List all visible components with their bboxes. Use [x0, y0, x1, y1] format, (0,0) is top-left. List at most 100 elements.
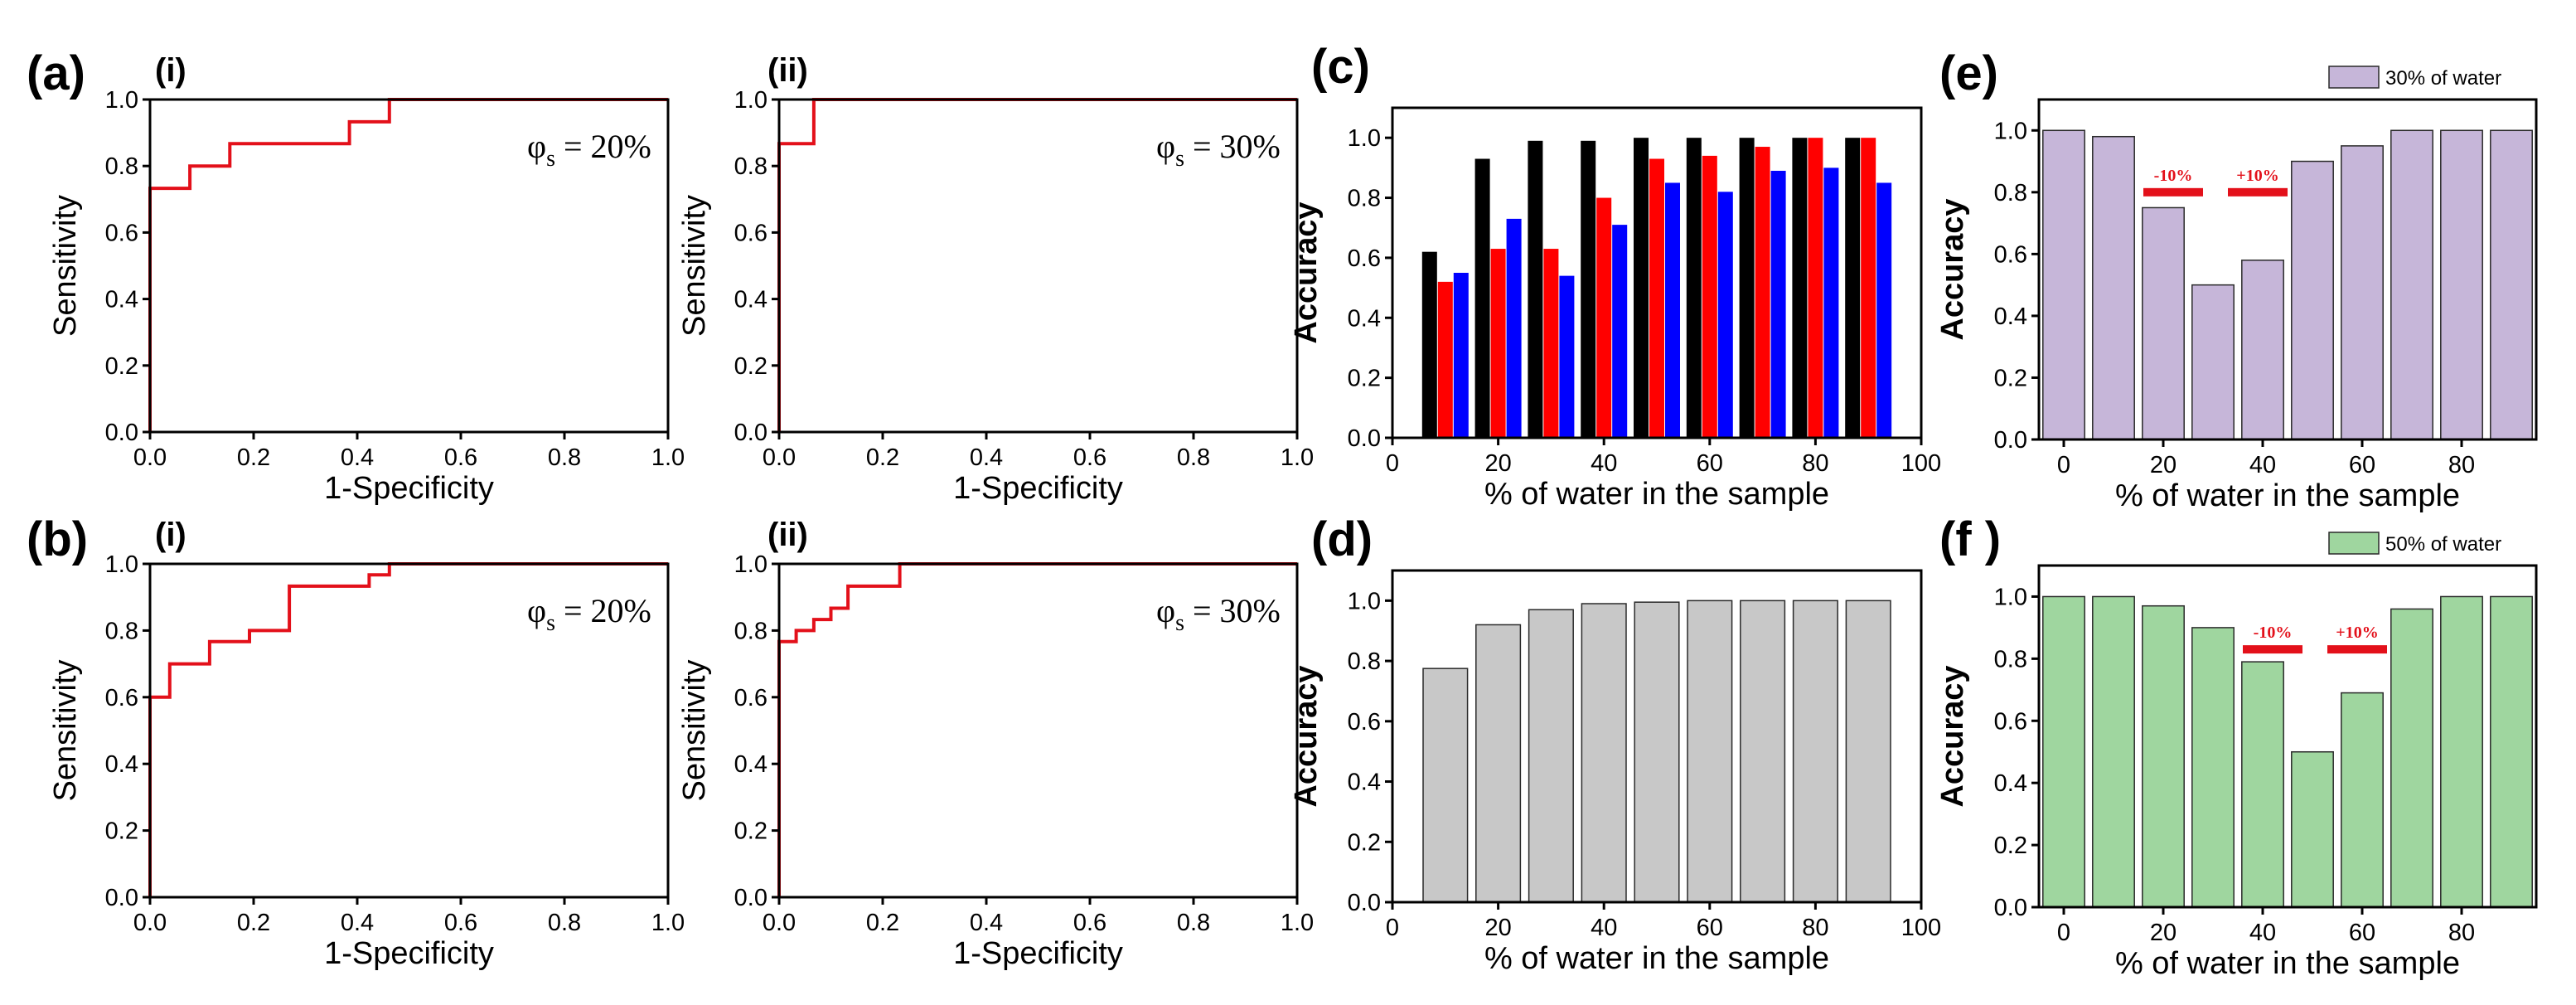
subpanel-label: (i): [155, 52, 186, 89]
y-tick-label: 0.0: [734, 420, 767, 446]
y-tick-label: 0.4: [105, 751, 138, 778]
bar: [2390, 129, 2433, 440]
y-tick-label: 0.2: [1994, 833, 2027, 859]
y-tick-label: 0.8: [1994, 646, 2027, 672]
phi-symbol: φ: [1156, 128, 1175, 165]
roc-curve: [777, 562, 1297, 897]
bar: [1581, 603, 1627, 903]
plot-frame: [777, 98, 1299, 434]
tolerance-marker: [2243, 645, 2302, 654]
tolerance-marker: [2327, 645, 2387, 654]
phi-symbol: φ: [527, 592, 546, 629]
x-tick-label: 0.6: [444, 910, 477, 936]
x-tick-label: 0: [2057, 920, 2070, 946]
bar: [1528, 609, 1574, 903]
x-axis-label: 1-Specificity: [324, 936, 494, 971]
x-tick-label: 0.4: [341, 444, 374, 471]
y-tick-label: 0.8: [1348, 648, 1381, 675]
bar: [2440, 595, 2483, 908]
legend-label: 50% of water: [2385, 533, 2501, 556]
y-axis-label: Accuracy: [1935, 198, 1970, 340]
y-axis-label: Sensitivity: [48, 195, 83, 337]
y-tick-label: 0.6: [1994, 241, 2027, 268]
x-tick-label: 20: [1484, 915, 1511, 941]
y-axis-label: Sensitivity: [677, 195, 712, 337]
tolerance-marker: [2143, 187, 2203, 197]
x-tick-label: 1.0: [651, 910, 685, 936]
bar: [2390, 608, 2433, 908]
x-tick-label: 0.2: [237, 444, 270, 471]
chart-c: 0 20 40 60 80 100 0.0 0.2 0.4 0.6 0.8 1.0 % of water…: [1289, 106, 1941, 512]
x-tick-label: 0.8: [548, 910, 581, 936]
bar: [1740, 600, 1786, 903]
bar: [1792, 600, 1838, 903]
phi-annotation: φs = 20%: [527, 128, 651, 172]
bar: [1686, 138, 1702, 438]
bar: [1490, 249, 1506, 438]
x-tick-label: 0.2: [866, 444, 899, 471]
x-axis-label: % of water in the sample: [1484, 941, 1829, 976]
y-tick-label: 0.4: [1348, 305, 1381, 332]
y-axis-label: Sensitivity: [48, 659, 83, 801]
chart-b-i: 0.0 0.2 0.4 0.6 0.8 1.0 0.0 0.2 0.4 0.6 0.8 1.0 1-Sp…: [48, 517, 685, 971]
y-tick-label: 0.8: [105, 618, 138, 644]
plot-frame: [777, 562, 1299, 899]
chart-b-ii: 0.0 0.2 0.4 0.6 0.8 1.0 0.0 0.2 0.4 0.6 0.8 1.0 1-Sp…: [677, 517, 1314, 971]
bar: [1474, 158, 1490, 438]
y-tick-label: 0.8: [1994, 180, 2027, 206]
bar: [1739, 138, 1755, 438]
y-tick-label: 0.8: [105, 153, 138, 180]
tolerance-marker: [2228, 187, 2288, 197]
roc-curve: [148, 562, 668, 897]
x-tick-label: 1.0: [1281, 910, 1314, 936]
x-axis-label: % of water in the sample: [2115, 946, 2460, 981]
x-tick-label: 0.8: [1177, 910, 1210, 936]
x-tick-label: 0.6: [444, 444, 477, 471]
bar: [1861, 138, 1876, 438]
y-axis-label: Accuracy: [1289, 201, 1324, 343]
bar: [2092, 595, 2135, 908]
x-tick-label: 1.0: [651, 444, 685, 471]
y-tick-label: 0.2: [734, 818, 767, 845]
phi-value: = 30%: [1184, 128, 1281, 165]
y-tick-label: 1.0: [105, 551, 138, 578]
phi-symbol: φ: [1156, 592, 1175, 629]
x-axis-label: 1-Specificity: [953, 936, 1123, 971]
x-axis-label: % of water in the sample: [2115, 478, 2460, 513]
phi-value: = 20%: [555, 592, 651, 629]
plot-frame: [2037, 564, 2538, 909]
y-axis-label: Accuracy: [1935, 665, 1970, 807]
bar: [2341, 692, 2384, 908]
y-tick-label: 0.2: [1348, 829, 1381, 856]
y-tick-label: 0.6: [1348, 709, 1381, 736]
plot-frame: [148, 562, 670, 899]
bar: [1422, 668, 1469, 903]
y-tick-label: 0.6: [734, 220, 767, 246]
y-tick-label: 1.0: [1348, 125, 1381, 152]
panel-label-c: (c): [1311, 40, 1370, 94]
phi-subscript: s: [546, 610, 555, 636]
bar: [1845, 138, 1861, 438]
bar: [1845, 600, 1891, 903]
bar: [1543, 249, 1559, 438]
tolerance-label: +10%: [2236, 167, 2278, 185]
y-tick-label: 0.6: [734, 685, 767, 711]
panel-label-a: (a): [27, 46, 85, 100]
y-tick-label: 0.0: [734, 885, 767, 911]
chart-a-i: 0.0 0.2 0.4 0.6 0.8 1.0 0.0 0.2 0.4 0.6 0.8 1.0 1-Sp…: [48, 52, 685, 506]
x-tick-label: 60: [2349, 452, 2375, 478]
bar: [1792, 138, 1808, 438]
bar: [1453, 273, 1469, 438]
y-tick-label: 1.0: [734, 87, 767, 114]
y-tick-label: 0.4: [734, 751, 767, 778]
bar: [2042, 129, 2085, 440]
bar: [2042, 595, 2085, 908]
plot-frame: [2037, 98, 2538, 441]
bar: [2142, 206, 2185, 440]
x-tick-label: 0.8: [548, 444, 581, 471]
x-tick-label: 0.6: [1073, 444, 1106, 471]
y-tick-label: 0.0: [1994, 895, 2027, 921]
y-tick-label: 1.0: [105, 87, 138, 114]
x-tick-label: 0.2: [237, 910, 270, 936]
